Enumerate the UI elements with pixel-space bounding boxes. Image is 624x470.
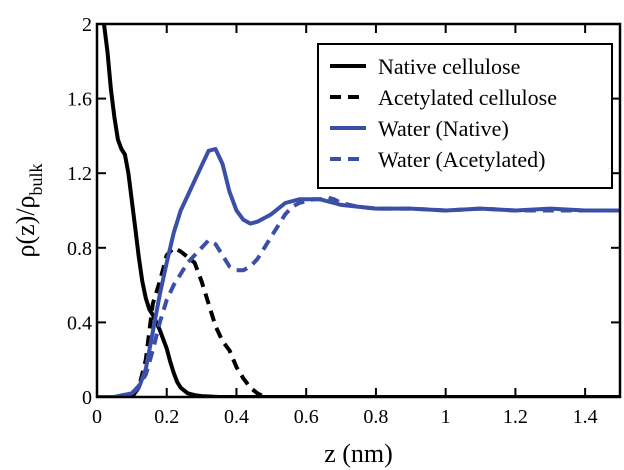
plot-data-layer bbox=[97, 24, 620, 397]
y-axis-title-main: ρ(z)/ρ bbox=[11, 195, 40, 257]
legend-label: Native cellulose bbox=[378, 54, 520, 79]
y-tick-label: 1.2 bbox=[67, 163, 92, 185]
x-axis-title: z (nm) bbox=[324, 439, 393, 468]
series-line-4 bbox=[97, 195, 620, 397]
x-tick-label: 0.4 bbox=[224, 406, 249, 428]
x-tick-label: 0 bbox=[92, 406, 102, 428]
legend: Native cellulose Acetylated cellulose Wate… bbox=[317, 43, 613, 189]
x-tick-label: 0.6 bbox=[294, 406, 319, 428]
y-tick-label: 0.4 bbox=[67, 312, 92, 334]
series-line-2 bbox=[130, 245, 272, 397]
y-tick-label: 0 bbox=[82, 387, 92, 409]
y-tick-label: 1.6 bbox=[67, 89, 92, 111]
legend-label: Water (Native) bbox=[378, 116, 509, 141]
legend-label: Acetylated cellulose bbox=[378, 85, 557, 110]
y-tick-label: 0.8 bbox=[67, 238, 92, 260]
x-tick-label: 1 bbox=[441, 406, 451, 428]
y-axis-title: ρ(z)/ρbulk bbox=[11, 163, 46, 257]
series-line-1 bbox=[102, 24, 620, 397]
y-tick-label: 2 bbox=[82, 14, 92, 36]
axis-ticks: 0 0.2 0.4 0.6 0.8 1 1.2 1.4 0 0.4 0.8 1.2 1.6 2 bbox=[67, 14, 620, 428]
legend-label: Water (Acetylated) bbox=[378, 147, 545, 172]
y-axis-title-subscript: bulk bbox=[26, 163, 46, 195]
x-tick-label: 0.8 bbox=[363, 406, 388, 428]
plot-frame bbox=[95, 22, 622, 399]
x-tick-label: 0.2 bbox=[154, 406, 179, 428]
legend-box bbox=[317, 43, 613, 189]
x-tick-label: 1.4 bbox=[573, 406, 598, 428]
x-tick-label: 1.2 bbox=[503, 406, 528, 428]
